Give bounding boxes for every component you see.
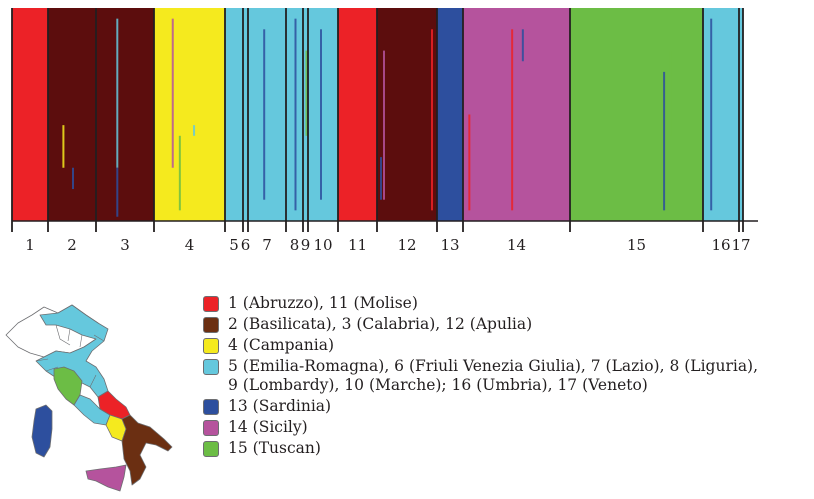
bar-group-6 <box>243 8 248 221</box>
tick-label-2: 2 <box>67 236 77 254</box>
legend-swatch <box>203 317 219 333</box>
legend-label: 1 (Abruzzo), 11 (Molise) <box>228 294 418 312</box>
bar-group-5 <box>225 8 243 221</box>
admixture-streak <box>116 167 119 217</box>
legend-item: 4 (Campania) <box>203 336 758 357</box>
tick-label-1: 1 <box>25 236 35 254</box>
legend-label: 5 (Emilia-Romagna), 6 (Friuli Venezia Gi… <box>228 357 759 394</box>
map-inner-borders <box>35 324 105 388</box>
admixture-streak <box>320 29 322 200</box>
legend-item: 13 (Sardinia) <box>203 397 758 418</box>
bar-group-1 <box>12 8 48 221</box>
legend-label: 4 (Campania) <box>228 336 335 354</box>
tick-label-14: 14 <box>507 236 526 254</box>
italy-map <box>5 304 173 492</box>
legend-swatch <box>203 359 219 375</box>
admixture-streak <box>305 50 308 136</box>
bar-group-15 <box>570 8 703 221</box>
group-dividers <box>11 8 744 232</box>
admixture-streak <box>710 18 713 211</box>
map-region-sardinia <box>31 404 53 458</box>
legend-swatch <box>203 420 219 436</box>
tick-label-7: 7 <box>262 236 272 254</box>
legend-swatch <box>203 338 219 354</box>
tick-label-12: 12 <box>397 236 416 254</box>
admixture-streak <box>263 29 266 200</box>
tick-label-8: 8 <box>290 236 300 254</box>
tick-label-4: 4 <box>185 236 195 254</box>
admixture-streak <box>178 135 181 211</box>
legend-label: 15 (Tuscan) <box>228 439 321 457</box>
admixture-streak <box>116 18 119 168</box>
group-tick-labels: 1 2 3 4 5 6 7 8 9 10 11 12 13 14 15 16 17 <box>25 236 750 254</box>
admixture-streak <box>383 50 385 200</box>
legend-swatch <box>203 441 219 457</box>
population-blocks <box>12 8 743 221</box>
legend-item: 2 (Basilicata), 3 (Calabria), 12 (Apulia… <box>203 315 758 336</box>
admixture-streak <box>511 29 514 211</box>
tick-label-9: 9 <box>301 236 311 254</box>
admixture-streaks <box>62 18 713 217</box>
tick-label-10: 10 <box>313 236 332 254</box>
bar-group-11 <box>338 8 377 221</box>
legend-item: 1 (Abruzzo), 11 (Molise) <box>203 294 758 315</box>
tick-label-16: 16 <box>711 236 730 254</box>
map-region-south <box>121 414 173 486</box>
legend-item: 15 (Tuscan) <box>203 439 758 460</box>
tick-label-17: 17 <box>731 236 750 254</box>
admixture-streak <box>468 114 471 211</box>
legend-swatch <box>203 399 219 415</box>
legend-item: 5 (Emilia-Romagna), 6 (Friuli Venezia Gi… <box>203 357 758 397</box>
bar-group-10 <box>308 8 338 221</box>
bar-group-14 <box>463 8 570 221</box>
admixture-streak <box>669 50 672 136</box>
tick-label-5: 5 <box>229 236 239 254</box>
admixture-streak <box>521 29 524 62</box>
bar-group-3 <box>96 8 154 221</box>
admixture-streak <box>171 18 174 168</box>
legend-swatch <box>203 296 219 312</box>
admixture-streak <box>193 125 196 136</box>
bar-group-17 <box>739 8 743 221</box>
tick-label-13: 13 <box>440 236 459 254</box>
bar-group-13 <box>437 8 463 221</box>
bar-group-7 <box>248 8 286 221</box>
admixture-streak <box>294 18 297 211</box>
tick-label-11: 11 <box>348 236 367 254</box>
bar-group-4 <box>154 8 225 221</box>
admixture-streak <box>72 167 74 190</box>
tick-label-3: 3 <box>120 236 130 254</box>
legend-label: 14 (Sicily) <box>228 418 308 436</box>
admixture-streak <box>62 125 65 168</box>
tick-label-6: 6 <box>241 236 251 254</box>
legend-label: 2 (Basilicata), 3 (Calabria), 12 (Apulia… <box>228 315 533 333</box>
legend-item: 14 (Sicily) <box>203 418 758 439</box>
legend-label: 13 (Sardinia) <box>228 397 332 415</box>
admixture-streak <box>431 29 433 211</box>
admixture-streak <box>663 71 666 211</box>
map-region-sicily <box>85 464 127 492</box>
legend: 1 (Abruzzo), 11 (Molise) 2 (Basilicata), … <box>203 294 758 460</box>
admixture-streak <box>380 157 382 200</box>
tick-label-15: 15 <box>627 236 646 254</box>
bar-group-12 <box>377 8 437 221</box>
bar-group-16 <box>703 8 739 221</box>
structure-bar-plot: 1 2 3 4 5 6 7 8 9 10 11 12 13 14 15 16 17 <box>11 8 758 254</box>
